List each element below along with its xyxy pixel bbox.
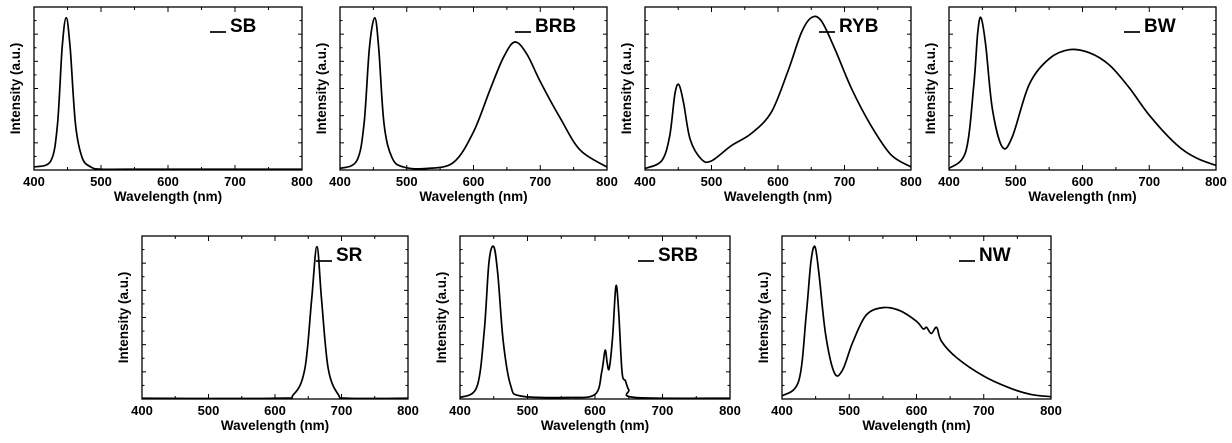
x-axis-label: Wavelength (nm) xyxy=(1028,189,1136,204)
spectrum-panel: 400 500 600 700 800 Wavelength (nm) Intensity … xyxy=(756,235,1062,433)
x-tick-label: 600 xyxy=(157,174,179,189)
x-axis-label: Wavelength (nm) xyxy=(541,418,649,433)
legend-label: SB xyxy=(230,16,256,37)
x-tick-label: 400 xyxy=(329,174,351,189)
x-tick-label: 600 xyxy=(767,174,789,189)
x-tick-label: 700 xyxy=(652,403,674,418)
spectrum-panel: 400 500 600 700 800 Wavelength (nm) Intensity … xyxy=(8,6,313,204)
x-axis-label: Wavelength (nm) xyxy=(862,418,970,433)
x-axis-label: Wavelength (nm) xyxy=(114,189,222,204)
spectrum-line xyxy=(141,245,409,400)
x-tick-label: 400 xyxy=(634,174,656,189)
spectrum-panel: 400 500 600 700 800 Wavelength (nm) Intensity … xyxy=(619,6,922,204)
x-tick-label: 700 xyxy=(1138,174,1160,189)
x-tick-label: 400 xyxy=(449,403,471,418)
x-tick-label: 500 xyxy=(701,174,723,189)
y-axis-label: Intensity (a.u.) xyxy=(8,43,23,135)
spectrum-line xyxy=(644,15,912,170)
legend-label: SR xyxy=(336,245,363,266)
y-axis-label: Intensity (a.u.) xyxy=(619,43,634,135)
x-tick-label: 500 xyxy=(517,403,539,418)
y-axis-label: Intensity (a.u.) xyxy=(116,272,131,364)
y-axis-label: Intensity (a.u.) xyxy=(923,43,938,135)
x-tick-label: 800 xyxy=(596,174,618,189)
spectrum-panel: 400 500 600 700 800 Wavelength (nm) Intensity … xyxy=(923,6,1227,204)
x-tick-label: 400 xyxy=(131,403,153,418)
x-tick-label: 600 xyxy=(463,174,485,189)
x-tick-label: 700 xyxy=(973,403,995,418)
x-tick-label: 700 xyxy=(224,174,246,189)
spectrum-line xyxy=(948,16,1217,170)
x-tick-label: 400 xyxy=(938,174,960,189)
x-axis-label: Wavelength (nm) xyxy=(724,189,832,204)
spectrum-line xyxy=(781,245,1052,398)
spectrum-line xyxy=(33,16,302,171)
x-axis-label: Wavelength (nm) xyxy=(221,418,329,433)
plot-frame xyxy=(141,235,409,400)
spectrum-line xyxy=(459,245,731,400)
x-tick-label: 800 xyxy=(397,403,419,418)
legend-label: BW xyxy=(1144,16,1176,37)
plot-frame xyxy=(33,6,303,171)
spectrum-panel: 400 500 600 700 800 Wavelength (nm) Intensity … xyxy=(314,6,618,204)
x-tick-label: 800 xyxy=(1205,174,1227,189)
x-tick-label: 800 xyxy=(291,174,313,189)
x-tick-label: 500 xyxy=(396,174,418,189)
x-tick-label: 600 xyxy=(906,403,928,418)
x-tick-label: 800 xyxy=(719,403,741,418)
legend-label: RYB xyxy=(839,16,878,37)
x-tick-label: 700 xyxy=(834,174,856,189)
x-tick-label: 600 xyxy=(264,403,286,418)
x-tick-label: 800 xyxy=(900,174,922,189)
spectrum-panel: 400 500 600 700 800 Wavelength (nm) Intensity … xyxy=(434,235,741,433)
spectrum-panel: 400 500 600 700 800 Wavelength (nm) Intensity … xyxy=(116,235,419,433)
legend-label: NW xyxy=(979,245,1011,266)
y-axis-label: Intensity (a.u.) xyxy=(314,43,329,135)
x-tick-label: 600 xyxy=(1072,174,1094,189)
x-tick-label: 500 xyxy=(838,403,860,418)
x-tick-label: 500 xyxy=(198,403,220,418)
x-tick-label: 700 xyxy=(331,403,353,418)
spectrum-line xyxy=(339,16,608,170)
x-tick-label: 500 xyxy=(90,174,112,189)
y-axis-label: Intensity (a.u.) xyxy=(434,272,449,364)
y-axis-label: Intensity (a.u.) xyxy=(756,272,771,364)
x-tick-label: 600 xyxy=(584,403,606,418)
x-axis-label: Wavelength (nm) xyxy=(419,189,527,204)
x-tick-label: 400 xyxy=(771,403,793,418)
legend-label: BRB xyxy=(535,16,576,37)
x-tick-label: 800 xyxy=(1040,403,1062,418)
legend-label: SRB xyxy=(658,245,698,266)
x-tick-label: 700 xyxy=(529,174,551,189)
x-tick-label: 500 xyxy=(1005,174,1027,189)
x-tick-label: 400 xyxy=(23,174,45,189)
